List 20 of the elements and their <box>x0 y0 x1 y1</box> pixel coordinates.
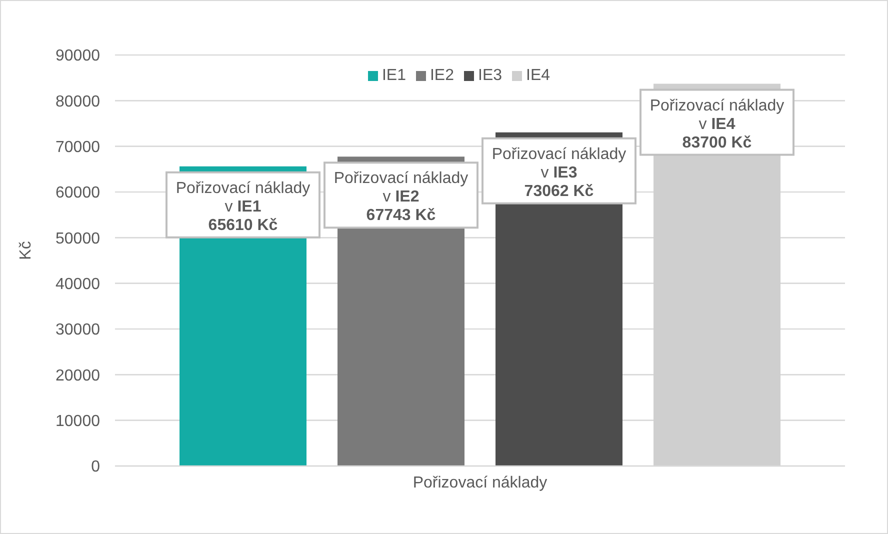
y-axis-title: Kč <box>18 241 34 260</box>
data-label: Pořizovací náklady v IE2 67743 Kč <box>334 170 468 224</box>
data-label: Pořizovací náklady v IE4 83700 Kč <box>650 97 784 152</box>
legend-label: IE1 <box>382 67 406 84</box>
y-tick-label: 50000 <box>56 230 100 248</box>
y-tick-label: 40000 <box>56 276 100 294</box>
legend-label: IE3 <box>478 67 502 84</box>
x-axis-title: Pořizovací náklady <box>412 474 548 492</box>
data-label: Pořizovací náklady v IE1 65610 Kč <box>176 180 310 234</box>
y-tick-label: 10000 <box>56 413 100 430</box>
y-tick-label: 80000 <box>56 93 100 110</box>
y-tick-label: 70000 <box>56 139 100 156</box>
y-tick-label: 20000 <box>56 367 100 384</box>
y-tick-label: 60000 <box>56 184 100 202</box>
y-tick-label: 0 <box>91 458 100 476</box>
legend-label: IE4 <box>526 67 550 84</box>
legend-label: IE2 <box>430 67 454 84</box>
data-label: Pořizovací náklady v IE3 73062 Kč <box>492 146 626 200</box>
y-tick-label: 90000 <box>56 48 100 65</box>
y-tick-label: 30000 <box>56 322 100 339</box>
